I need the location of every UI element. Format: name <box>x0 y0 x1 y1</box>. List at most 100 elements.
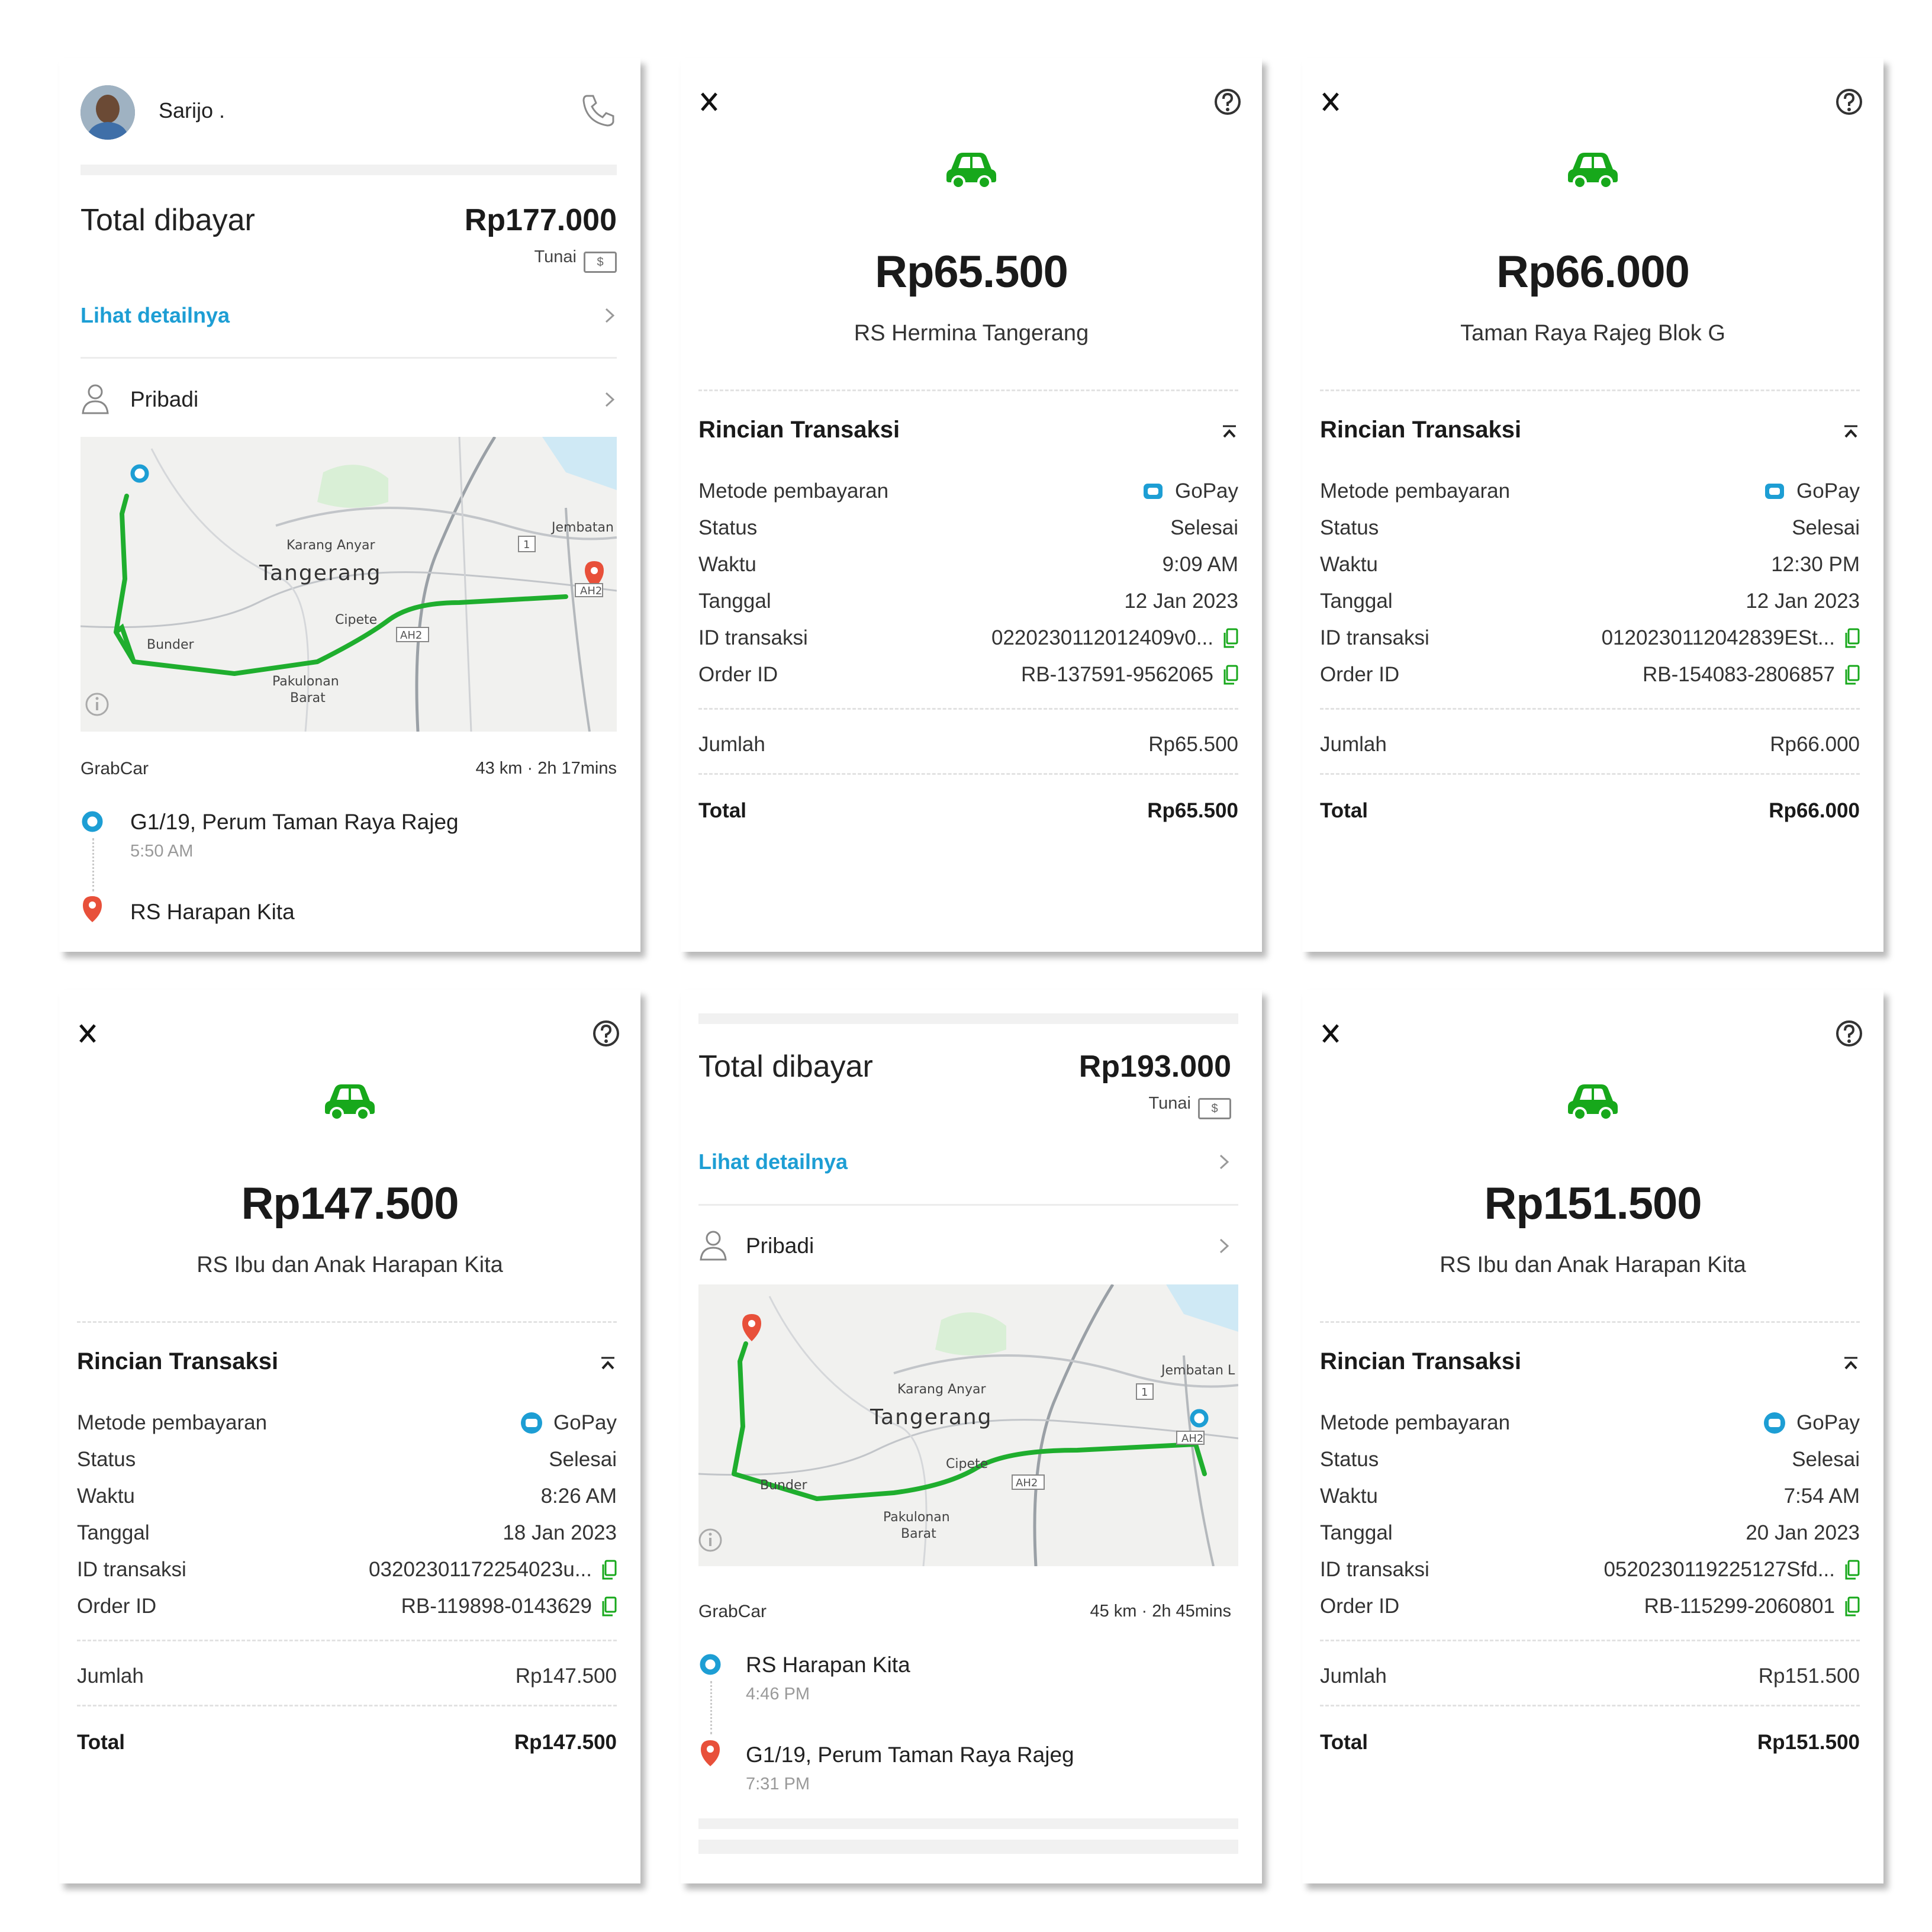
copy-icon[interactable] <box>1223 628 1238 648</box>
destination-name: RS Ibu dan Anak Harapan Kita <box>197 1252 503 1277</box>
section-title: Rincian Transaksi <box>1320 1348 1522 1374</box>
total-paid-value: Rp177.000 <box>464 203 617 237</box>
row-subtotal: Jumlah Rp151.500 <box>1320 1664 1860 1688</box>
collapse-icon[interactable] <box>1842 423 1860 440</box>
map-label: Tangerang <box>870 1405 992 1429</box>
row-payment-method: Metode pembayaran GoPay <box>1320 1411 1860 1434</box>
help-icon[interactable] <box>592 1019 620 1048</box>
row-time: Waktu 9:09 AM <box>698 553 1238 576</box>
cash-icon: $ <box>1198 1098 1231 1119</box>
profile-type[interactable]: Pribadi <box>746 1234 814 1258</box>
row-subtotal: Jumlah Rp65.500 <box>698 733 1238 756</box>
trip-summary-panel-2: Total dibayar Rp193.000 Tunai $ Lihat det… <box>681 990 1262 1883</box>
route-map[interactable]: AH2 AH2 1 Jembatan Karang Anyar Tangeran… <box>80 437 617 732</box>
copy-icon[interactable] <box>1844 1560 1860 1580</box>
row-subtotal: Jumlah Rp66.000 <box>1320 733 1860 756</box>
dropoff-address: G1/19, Perum Taman Raya Rajeg <box>746 1743 1074 1767</box>
row-order-id: Order ID RB-119898-0143629 <box>77 1595 617 1624</box>
close-icon[interactable] <box>77 1023 98 1044</box>
row-order-id: Order ID RB-137591-9562065 <box>698 663 1238 693</box>
copy-icon[interactable] <box>1844 665 1860 685</box>
receipt-panel-1: Rp65.500 RS Hermina Tangerang Rincian Tr… <box>681 58 1262 952</box>
route-map[interactable]: AH2 AH2 1 Jembatan L Karang Anyar Tanger… <box>698 1284 1238 1566</box>
row-date: Tanggal 12 Jan 2023 <box>698 590 1238 613</box>
profile-type[interactable]: Pribadi <box>130 387 199 411</box>
trip-summary-panel-1: Sarijo . Total dibayar Rp177.000 Tunai $ … <box>59 58 640 952</box>
total-paid-value: Rp193.000 <box>1078 1049 1231 1084</box>
map-label: 1 <box>523 539 530 551</box>
map-label: Cipete <box>946 1457 988 1471</box>
view-details-link[interactable]: Lihat detailnya <box>80 303 230 327</box>
row-date: Tanggal 12 Jan 2023 <box>1320 590 1860 613</box>
copy-icon[interactable] <box>1844 628 1860 648</box>
dropoff-time: 7:31 PM <box>746 1775 810 1793</box>
map-label: Jembatan <box>550 520 614 535</box>
divider-band <box>80 165 617 175</box>
pickup-address: G1/19, Perum Taman Raya Rajeg <box>130 810 459 834</box>
phone-icon[interactable] <box>580 92 617 129</box>
copy-icon[interactable] <box>1223 665 1238 685</box>
help-icon[interactable] <box>1213 88 1242 116</box>
chevron-right-icon[interactable] <box>1217 1152 1231 1172</box>
row-total: Total Rp147.500 <box>77 1731 617 1754</box>
row-status: Status Selesai <box>1320 1448 1860 1471</box>
map-canvas: AH2 AH2 1 Jembatan Karang Anyar Tangeran… <box>80 437 617 732</box>
collapse-icon[interactable] <box>1842 1354 1860 1372</box>
map-label: Bunder <box>147 637 194 652</box>
map-label: Barat <box>901 1527 936 1541</box>
payment-method: Tunai $ <box>1149 1094 1231 1119</box>
row-total: Total Rp151.500 <box>1320 1731 1860 1754</box>
row-payment-method: Metode pembayaran GoPay <box>698 479 1238 503</box>
dropoff-address: RS Harapan Kita <box>130 900 295 924</box>
help-icon[interactable] <box>1835 88 1863 116</box>
row-payment-method: Metode pembayaran GoPay <box>77 1411 617 1434</box>
map-label: Pakulonan <box>272 674 339 689</box>
pickup-address: RS Harapan Kita <box>746 1653 910 1677</box>
destination-name: RS Hermina Tangerang <box>854 321 1089 346</box>
dropoff-pin-icon <box>701 1740 720 1766</box>
map-label: Cipete <box>335 613 377 627</box>
divider-band <box>698 1013 1238 1024</box>
car-icon <box>59 1078 640 1121</box>
gopay-wallet-icon <box>521 1412 542 1434</box>
row-status: Status Selesai <box>1320 516 1860 539</box>
receipt-panel-2: Rp66.000 Taman Raya Rajeg Blok G Rincian… <box>1302 58 1883 952</box>
section-title: Rincian Transaksi <box>698 417 900 443</box>
row-status: Status Selesai <box>77 1448 617 1471</box>
destination-name: RS Ibu dan Anak Harapan Kita <box>1440 1252 1746 1277</box>
pickup-dot-icon <box>82 811 103 832</box>
view-details-link[interactable]: Lihat detailnya <box>698 1149 848 1174</box>
chevron-right-icon[interactable] <box>603 389 617 410</box>
map-label: 1 <box>1141 1386 1148 1399</box>
collapse-icon[interactable] <box>1221 423 1238 440</box>
car-icon <box>681 147 1262 189</box>
help-icon[interactable] <box>1835 1019 1863 1048</box>
driver-avatar <box>80 85 135 140</box>
map-label: AH2 <box>400 629 422 642</box>
destination-name: Taman Raya Rajeg Blok G <box>1460 321 1725 346</box>
row-date: Tanggal 18 Jan 2023 <box>77 1521 617 1544</box>
row-payment-method: Metode pembayaran GoPay <box>1320 479 1860 503</box>
car-icon <box>1302 147 1883 189</box>
collapse-icon[interactable] <box>599 1354 617 1372</box>
trip-distance-duration: 43 km · 2h 17mins <box>475 759 617 778</box>
row-time: Waktu 7:54 AM <box>1320 1485 1860 1508</box>
close-icon[interactable] <box>1320 91 1341 112</box>
row-transaction-id: ID transaksi 0120230112042839ESt... <box>1320 626 1860 656</box>
copy-icon[interactable] <box>601 1560 617 1580</box>
chevron-right-icon[interactable] <box>603 305 617 326</box>
pickup-dot-icon <box>700 1654 721 1675</box>
copy-icon[interactable] <box>1844 1596 1860 1617</box>
receipt-panel-4: Rp151.500 RS Ibu dan Anak Harapan Kita R… <box>1302 990 1883 1883</box>
close-icon[interactable] <box>1320 1023 1341 1044</box>
chevron-right-icon[interactable] <box>1217 1236 1231 1256</box>
row-order-id: Order ID RB-154083-2806857 <box>1320 663 1860 693</box>
map-label: AH2 <box>1016 1477 1038 1489</box>
close-icon[interactable] <box>698 91 720 112</box>
row-transaction-id: ID transaksi 0520230119225127Sfd... <box>1320 1558 1860 1588</box>
copy-icon[interactable] <box>601 1596 617 1617</box>
info-icon <box>85 693 109 716</box>
gopay-wallet-icon <box>1144 484 1163 499</box>
pickup-time: 5:50 AM <box>130 842 194 861</box>
row-time: Waktu 12:30 PM <box>1320 553 1860 576</box>
